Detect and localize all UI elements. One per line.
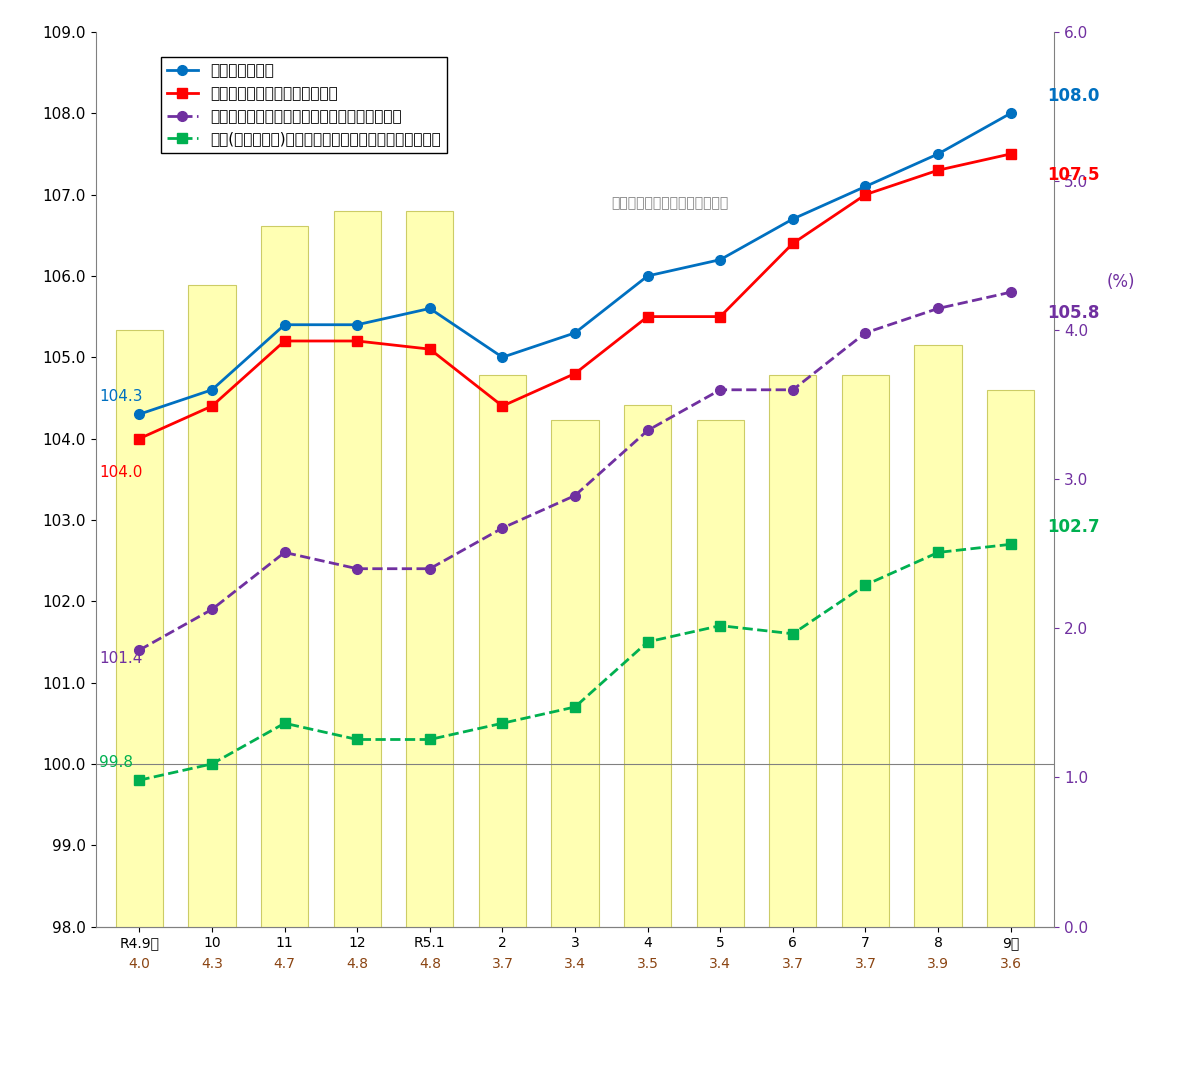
Text: 102.7: 102.7	[1047, 519, 1100, 536]
Text: 99.8: 99.8	[99, 755, 133, 770]
Bar	[406, 211, 453, 927]
Text: 4.3: 4.3	[201, 957, 223, 971]
Text: 105.8: 105.8	[1047, 305, 1100, 323]
Bar	[987, 390, 1034, 927]
Text: 107.5: 107.5	[1047, 166, 1100, 184]
Bar	[551, 420, 599, 927]
Bar	[116, 330, 163, 927]
Bar	[188, 285, 236, 927]
Text: 3.5: 3.5	[636, 957, 659, 971]
Text: 4.8: 4.8	[419, 957, 441, 971]
Text: 104.0: 104.0	[99, 464, 143, 479]
Text: (%): (%)	[1107, 274, 1136, 292]
Bar	[479, 375, 526, 927]
Text: 3.6: 3.6	[999, 957, 1022, 971]
Legend: 総合（左目盛）, 生鮮食品を除く総合（左目盛）, 生鮮食品及びエネルギーを除く総合（左目盛）, 食料(酒類を除く)及びエネルギーを除く総合（左目盛）: 総合（左目盛）, 生鮮食品を除く総合（左目盛）, 生鮮食品及びエネルギーを除く総…	[161, 58, 447, 152]
Text: 104.3: 104.3	[99, 389, 143, 404]
Text: 4.0: 4.0	[128, 957, 150, 971]
Text: 4.8: 4.8	[346, 957, 368, 971]
Bar	[261, 226, 308, 927]
Text: 3.4: 3.4	[564, 957, 586, 971]
Text: 3.9: 3.9	[927, 957, 949, 971]
Text: 総合前年同月比（右目盛　％）: 総合前年同月比（右目盛 ％）	[611, 196, 728, 211]
Text: 3.7: 3.7	[782, 957, 804, 971]
Bar	[333, 211, 381, 927]
Text: 108.0: 108.0	[1047, 87, 1100, 105]
Bar	[769, 375, 817, 927]
Text: 3.4: 3.4	[709, 957, 731, 971]
Bar	[624, 405, 671, 927]
Bar	[914, 345, 962, 927]
Bar	[842, 375, 889, 927]
Text: 3.7: 3.7	[854, 957, 877, 971]
Text: 101.4: 101.4	[99, 651, 143, 666]
Text: 4.7: 4.7	[273, 957, 296, 971]
Text: 3.7: 3.7	[491, 957, 514, 971]
Bar	[697, 420, 744, 927]
